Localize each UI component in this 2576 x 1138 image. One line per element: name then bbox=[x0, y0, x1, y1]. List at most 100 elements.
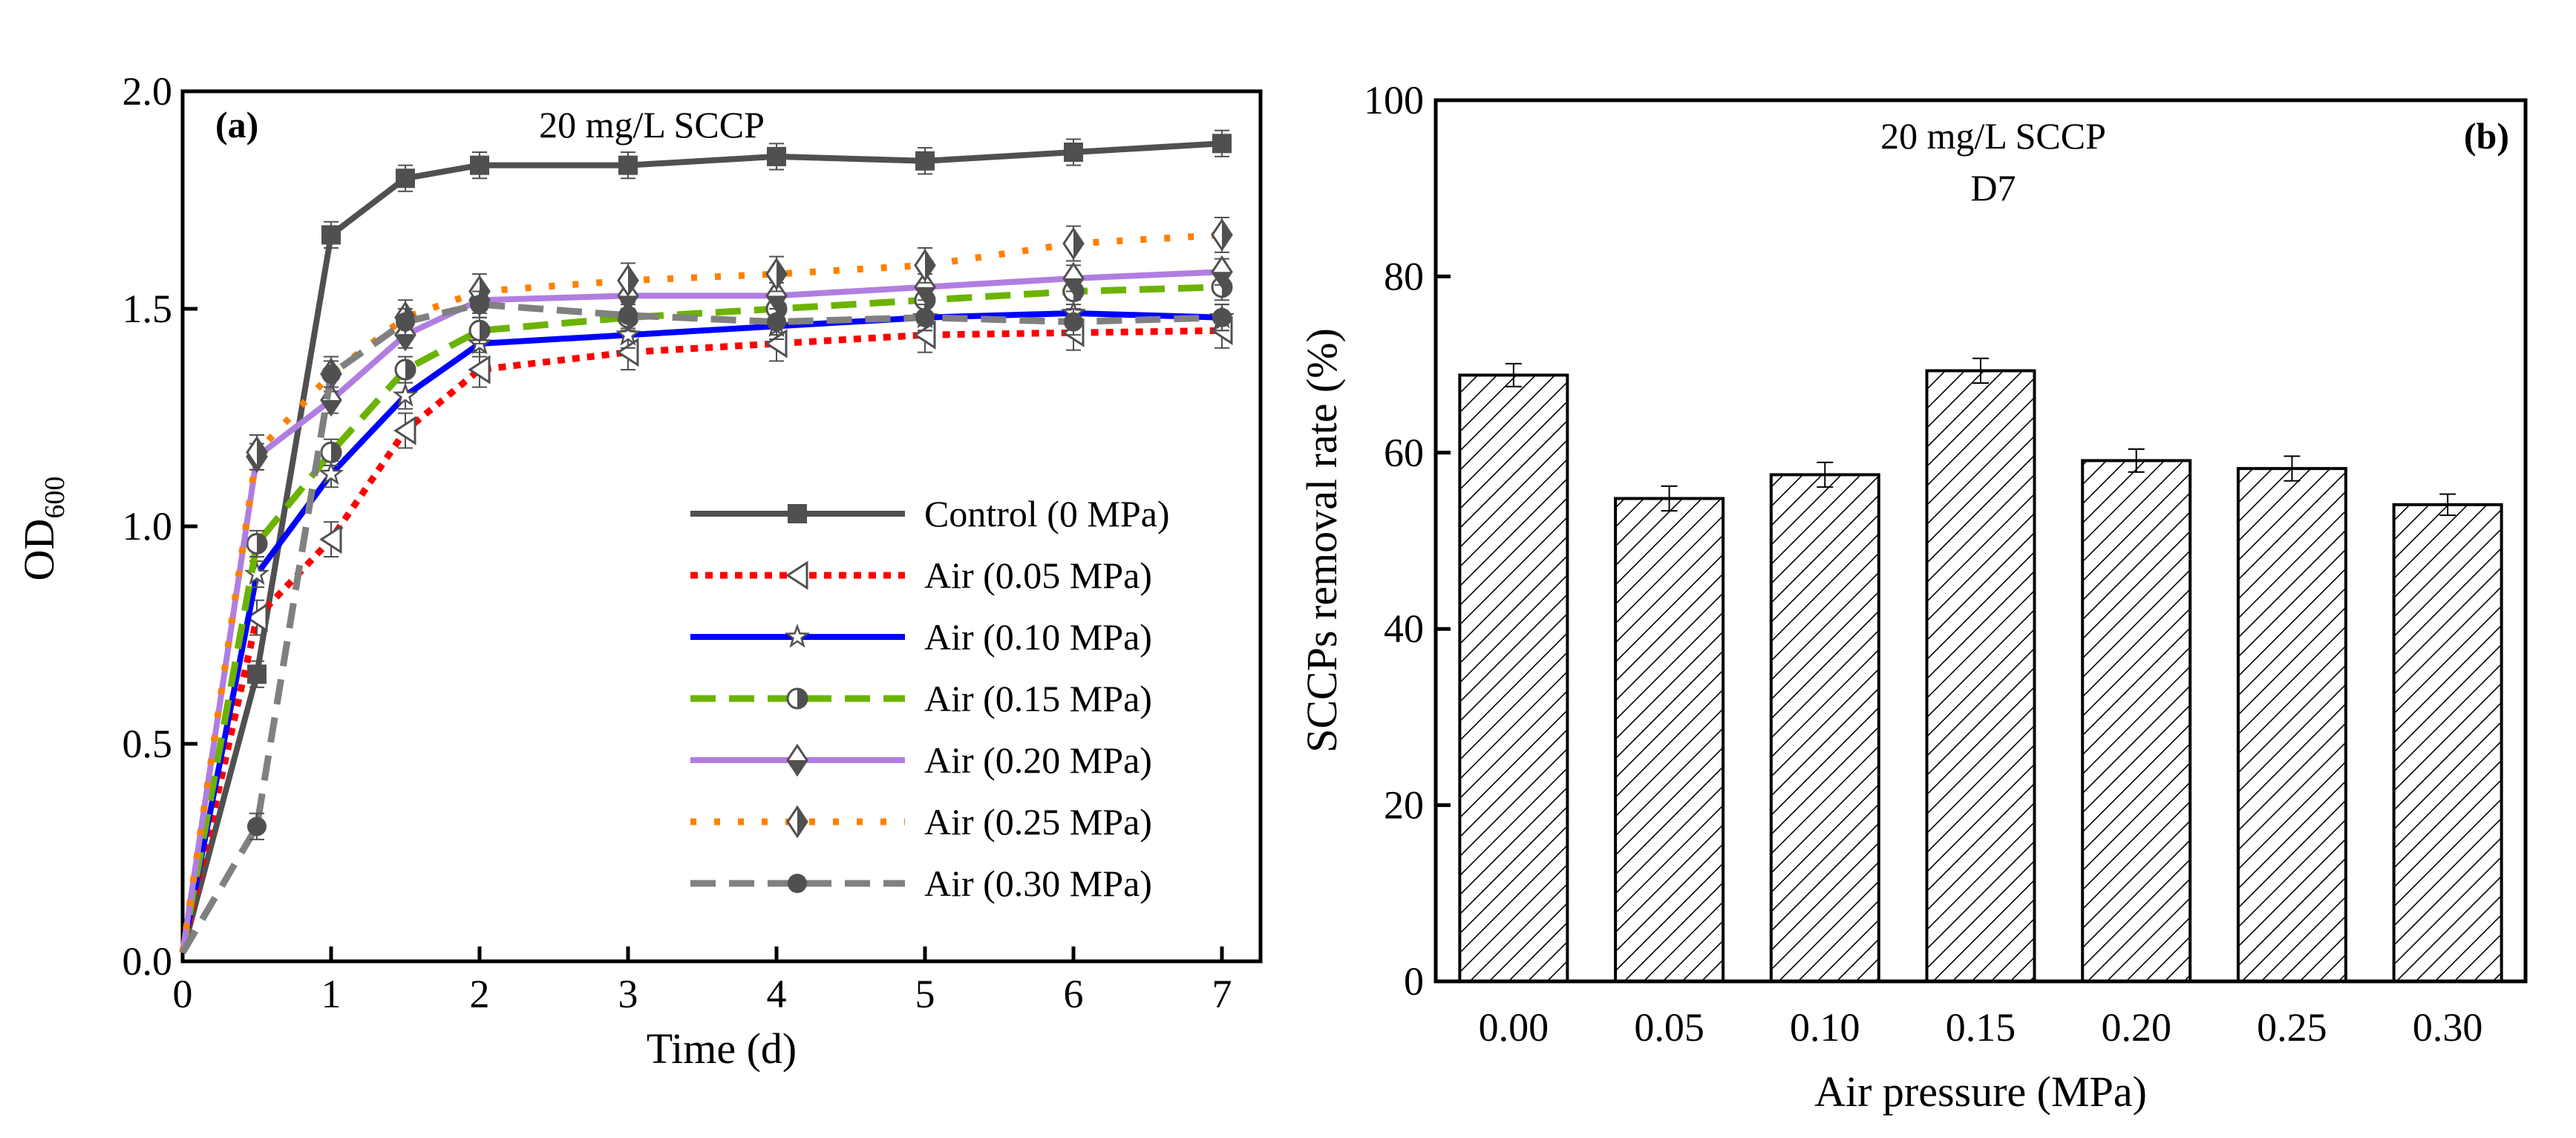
legend-item: Air (0.10 MPa) bbox=[690, 616, 1152, 658]
circle-half-fill bbox=[257, 534, 267, 554]
y-axis-label-subscript: 600 bbox=[39, 477, 71, 519]
half-circle-marker bbox=[394, 359, 416, 381]
y-tick-label: 60 bbox=[1384, 431, 1424, 475]
bar-group bbox=[2081, 448, 2192, 983]
diamond-half-fill bbox=[396, 335, 415, 350]
half-diamond-marker bbox=[1211, 255, 1233, 289]
bar bbox=[1614, 497, 1725, 983]
bar bbox=[2236, 467, 2347, 983]
x-axis-label: Air pressure (MPa) bbox=[1814, 1067, 2147, 1116]
circle-marker bbox=[767, 312, 786, 332]
y-tick-label: 100 bbox=[1364, 78, 1424, 122]
half-diamond-right-marker bbox=[765, 257, 788, 291]
legend-label: Control (0 MPa) bbox=[924, 493, 1170, 534]
panel-label: (b) bbox=[2464, 115, 2509, 157]
y-axis-label: OD600 bbox=[15, 477, 71, 581]
x-tick-label: 3 bbox=[618, 972, 638, 1016]
legend-label: Air (0.30 MPa) bbox=[924, 863, 1152, 904]
diamond-half-fill bbox=[1073, 229, 1083, 258]
series-air-0-30-mpa- bbox=[180, 290, 1232, 955]
legend-item: Air (0.20 MPa) bbox=[690, 739, 1152, 781]
circle-marker bbox=[247, 817, 267, 837]
bar-group bbox=[2392, 493, 2503, 983]
star-marker bbox=[392, 382, 419, 407]
half-circle-marker bbox=[320, 441, 342, 463]
x-tick-label: 6 bbox=[1064, 972, 1084, 1016]
bar bbox=[1925, 369, 2036, 983]
panel-a-line-chart: 0 1 2 3 4 5 6 7 0.0 0.5 1.0 1.5 2.0 Time (d) OD600 (a) 2… bbox=[15, 69, 1263, 1073]
x-tick-label: 0.10 bbox=[1790, 1005, 1860, 1050]
y-tick-label: 40 bbox=[1384, 606, 1424, 651]
x-tick-label: 0.30 bbox=[2413, 1005, 2483, 1050]
series-air-0-20-mpa- bbox=[180, 255, 1233, 953]
chart-title: 20 mg/L SCCP bbox=[539, 104, 765, 145]
diamond-half-fill bbox=[788, 760, 807, 775]
half-diamond-right-marker bbox=[1062, 226, 1085, 261]
half-diamond-right-marker bbox=[617, 264, 639, 298]
series-control-0-mpa- bbox=[180, 129, 1232, 954]
x-tick-label: 0.15 bbox=[1946, 1005, 2016, 1050]
square-marker bbox=[247, 664, 267, 684]
circle-marker bbox=[915, 307, 935, 327]
diamond-half-fill bbox=[257, 437, 267, 467]
square-marker bbox=[767, 146, 786, 166]
y-tick-label: 1.5 bbox=[122, 287, 173, 331]
square-marker bbox=[1064, 143, 1083, 163]
x-tick-label: 1 bbox=[321, 972, 341, 1016]
x-tick-label: 0.20 bbox=[2101, 1005, 2171, 1050]
triangle-marker bbox=[319, 524, 342, 555]
diamond-half-fill bbox=[1064, 278, 1083, 293]
legend-item: Air (0.15 MPa) bbox=[690, 678, 1152, 719]
bar-group bbox=[2236, 455, 2347, 983]
x-tick-label: 0.00 bbox=[1479, 1005, 1549, 1050]
square-marker bbox=[915, 151, 935, 171]
square-marker bbox=[788, 504, 807, 523]
y-axis-label-main: OD bbox=[15, 519, 63, 581]
diamond-half-fill bbox=[767, 295, 786, 310]
legend-item: Air (0.05 MPa) bbox=[690, 555, 1152, 596]
diamond-half-fill bbox=[915, 287, 935, 302]
diamond-half-fill bbox=[321, 400, 341, 415]
square-marker bbox=[396, 169, 415, 189]
diamond-half-fill bbox=[628, 266, 638, 295]
series-line bbox=[180, 310, 1223, 954]
panel-label: (a) bbox=[215, 104, 258, 145]
y-axis-label: SCCPs removal rate (%) bbox=[1298, 328, 1346, 753]
bar bbox=[1458, 373, 1569, 983]
half-diamond-marker bbox=[1062, 261, 1085, 295]
square-marker bbox=[1212, 134, 1232, 154]
chart-subtitle: D7 bbox=[1970, 167, 2016, 209]
chart-title: 20 mg/L SCCP bbox=[1880, 115, 2106, 157]
diamond-half-fill bbox=[777, 259, 786, 289]
circle-half-fill bbox=[405, 360, 415, 380]
x-axis-label: Time (d) bbox=[647, 1024, 797, 1073]
legend-item: Control (0 MPa) bbox=[690, 493, 1170, 534]
x-tick-label: 0.25 bbox=[2257, 1005, 2327, 1050]
y-tick-label: 2.0 bbox=[122, 69, 173, 114]
circle-marker bbox=[1212, 307, 1232, 327]
legend-label: Air (0.15 MPa) bbox=[924, 678, 1152, 719]
circle-marker bbox=[470, 295, 489, 315]
y-tick-label: 1.0 bbox=[122, 504, 173, 549]
circle-marker bbox=[321, 364, 341, 384]
half-diamond-right-marker bbox=[914, 249, 936, 282]
y-tick-label: 20 bbox=[1384, 783, 1424, 828]
legend-label: Air (0.20 MPa) bbox=[924, 739, 1152, 781]
half-circle-marker bbox=[246, 532, 268, 555]
half-diamond-right-marker bbox=[246, 436, 268, 469]
legend-label: Air (0.05 MPa) bbox=[924, 555, 1152, 596]
star-marker bbox=[318, 460, 344, 485]
series-line bbox=[180, 301, 1223, 955]
y-tick-label: 80 bbox=[1384, 254, 1424, 298]
legend-label: Air (0.25 MPa) bbox=[924, 801, 1152, 843]
x-tick-label: 2 bbox=[470, 972, 490, 1016]
half-circle-marker bbox=[786, 687, 808, 710]
triangle-marker bbox=[468, 355, 491, 385]
triangle-marker bbox=[245, 603, 268, 632]
y-tick-label: 0.5 bbox=[122, 722, 173, 766]
legend-item: Air (0.30 MPa) bbox=[690, 863, 1152, 904]
plot-frame bbox=[1434, 98, 2528, 984]
circle-half-fill bbox=[480, 321, 490, 341]
y-tick-label: 0 bbox=[1404, 959, 1424, 1004]
half-diamond-right-marker bbox=[786, 805, 808, 839]
